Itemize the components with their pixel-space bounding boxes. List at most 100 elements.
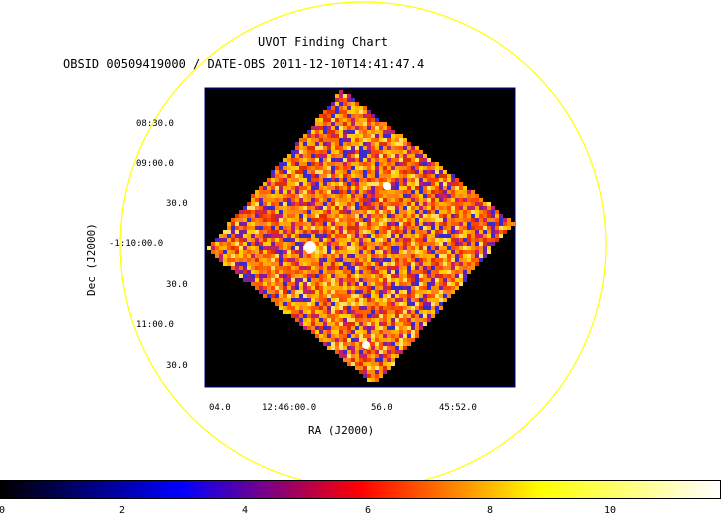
noise-pixel <box>447 222 451 226</box>
noise-pixel <box>351 314 355 318</box>
noise-pixel <box>335 226 339 230</box>
noise-pixel <box>227 238 231 242</box>
noise-pixel <box>403 274 407 278</box>
noise-pixel <box>243 262 247 266</box>
noise-pixel <box>307 134 311 138</box>
noise-pixel <box>455 218 459 222</box>
noise-pixel <box>359 358 363 362</box>
noise-pixel <box>315 222 319 226</box>
noise-pixel <box>359 162 363 166</box>
noise-pixel <box>443 174 447 178</box>
noise-pixel <box>399 290 403 294</box>
noise-pixel <box>363 238 367 242</box>
noise-pixel <box>407 250 411 254</box>
noise-pixel <box>423 266 427 270</box>
noise-pixel <box>407 270 411 274</box>
noise-pixel <box>383 362 387 366</box>
noise-pixel <box>371 126 375 130</box>
noise-pixel <box>439 270 443 274</box>
noise-pixel <box>403 146 407 150</box>
noise-pixel <box>387 190 391 194</box>
noise-pixel <box>335 282 339 286</box>
noise-pixel <box>335 158 339 162</box>
noise-pixel <box>383 154 387 158</box>
noise-pixel <box>407 186 411 190</box>
noise-pixel <box>331 178 335 182</box>
noise-pixel <box>375 206 379 210</box>
noise-pixel <box>275 290 279 294</box>
noise-pixel <box>323 218 327 222</box>
noise-pixel <box>235 234 239 238</box>
noise-pixel <box>319 122 323 126</box>
noise-pixel <box>383 178 387 182</box>
noise-pixel <box>327 338 331 342</box>
noise-pixel <box>255 266 259 270</box>
noise-pixel <box>287 242 291 246</box>
noise-pixel <box>263 186 267 190</box>
noise-pixel <box>511 222 515 226</box>
noise-pixel <box>343 286 347 290</box>
noise-pixel <box>363 330 367 334</box>
noise-pixel <box>279 170 283 174</box>
noise-pixel <box>343 102 347 106</box>
noise-pixel <box>339 290 343 294</box>
noise-pixel <box>219 258 223 262</box>
noise-pixel <box>267 274 271 278</box>
noise-pixel <box>283 226 287 230</box>
noise-pixel <box>371 182 375 186</box>
noise-pixel <box>315 334 319 338</box>
noise-pixel <box>423 246 427 250</box>
noise-pixel <box>275 298 279 302</box>
noise-pixel <box>379 186 383 190</box>
noise-pixel <box>363 190 367 194</box>
noise-pixel <box>399 178 403 182</box>
noise-pixel <box>267 238 271 242</box>
noise-pixel <box>355 278 359 282</box>
noise-pixel <box>459 214 463 218</box>
noise-pixel <box>439 266 443 270</box>
noise-pixel <box>315 202 319 206</box>
noise-pixel <box>427 206 431 210</box>
noise-pixel <box>255 250 259 254</box>
noise-pixel <box>323 226 327 230</box>
noise-pixel <box>331 174 335 178</box>
noise-pixel <box>435 194 439 198</box>
noise-pixel <box>375 294 379 298</box>
noise-pixel <box>391 302 395 306</box>
noise-pixel <box>327 214 331 218</box>
noise-pixel <box>359 338 363 342</box>
noise-pixel <box>339 338 343 342</box>
noise-pixel <box>355 150 359 154</box>
noise-pixel <box>415 154 419 158</box>
noise-pixel <box>379 242 383 246</box>
noise-pixel <box>387 310 391 314</box>
noise-pixel <box>443 194 447 198</box>
noise-pixel <box>263 226 267 230</box>
noise-pixel <box>407 254 411 258</box>
noise-pixel <box>439 246 443 250</box>
noise-pixel <box>411 162 415 166</box>
noise-pixel <box>291 266 295 270</box>
noise-pixel <box>379 302 383 306</box>
noise-pixel <box>387 258 391 262</box>
noise-pixel <box>371 234 375 238</box>
noise-pixel <box>323 302 327 306</box>
noise-pixel <box>235 218 239 222</box>
noise-pixel <box>247 246 251 250</box>
noise-pixel <box>251 258 255 262</box>
noise-pixel <box>359 174 363 178</box>
noise-pixel <box>335 174 339 178</box>
noise-pixel <box>451 194 455 198</box>
noise-pixel <box>347 238 351 242</box>
noise-pixel <box>259 246 263 250</box>
noise-pixel <box>379 122 383 126</box>
noise-pixel <box>267 286 271 290</box>
noise-pixel <box>451 210 455 214</box>
noise-pixel <box>407 162 411 166</box>
noise-pixel <box>407 258 411 262</box>
noise-pixel <box>431 170 435 174</box>
noise-pixel <box>231 226 235 230</box>
noise-pixel <box>343 138 347 142</box>
noise-pixel <box>383 146 387 150</box>
noise-pixel <box>399 138 403 142</box>
